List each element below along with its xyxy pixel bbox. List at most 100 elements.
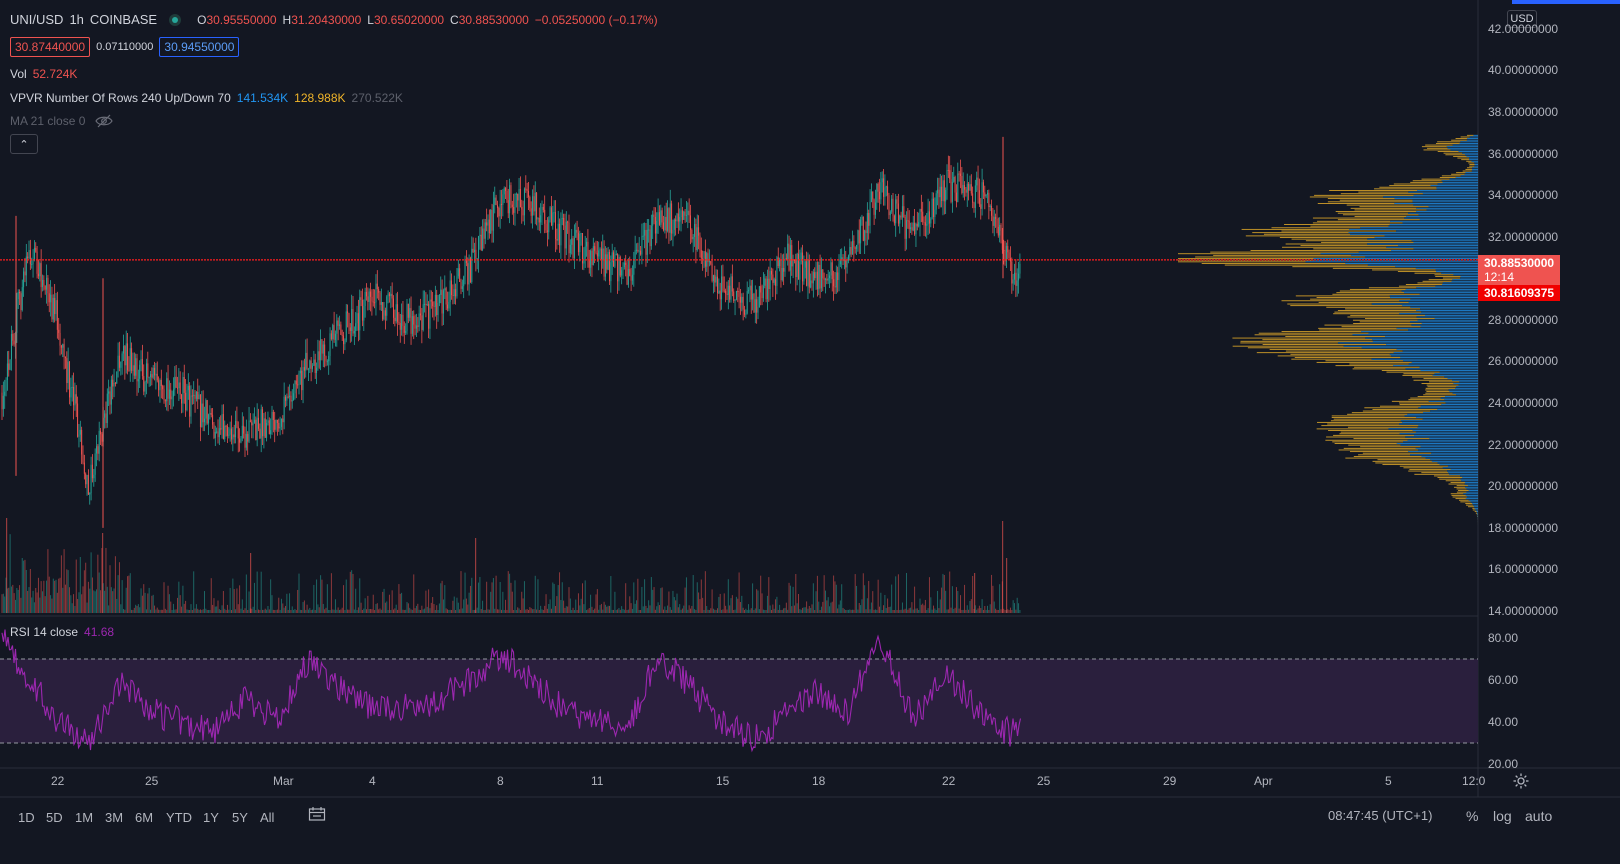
vpvr-row-down <box>1372 269 1436 271</box>
interval[interactable]: 1h <box>69 12 84 27</box>
volume-bar <box>461 608 463 613</box>
ma-legend[interactable]: MA 21 close 0 <box>10 114 114 128</box>
range-button-1d[interactable]: 1D <box>18 810 35 825</box>
range-button-all[interactable]: All <box>260 810 275 825</box>
range-button-6m[interactable]: 6M <box>135 810 154 825</box>
range-button-3m[interactable]: 3M <box>105 810 124 825</box>
volume-bar <box>877 579 879 613</box>
vpvr-total-value: 270.522K <box>351 91 403 105</box>
calendar-range-icon[interactable] <box>308 806 326 822</box>
vpvr-row-up <box>1391 250 1478 251</box>
log-scale-toggle[interactable]: log <box>1493 808 1512 824</box>
currency-button[interactable]: USD <box>1507 10 1537 28</box>
eye-crossed-icon[interactable] <box>95 114 114 128</box>
buy-price-button[interactable]: 30.94550000 <box>159 37 240 57</box>
volume-bar <box>33 602 35 613</box>
vpvr-row-up <box>1411 240 1478 242</box>
volume-bar <box>649 605 651 613</box>
vpvr-row-down <box>1468 162 1475 164</box>
volume-bar <box>621 606 623 613</box>
candle <box>729 277 731 303</box>
vpvr-row-up <box>1396 327 1478 329</box>
vpvr-row-down <box>1423 378 1448 380</box>
volume-bar <box>819 609 821 613</box>
volume-bar <box>116 598 118 613</box>
candle <box>170 382 172 410</box>
volume-bar <box>343 585 345 613</box>
candle <box>60 344 62 355</box>
volume-bar <box>313 584 315 613</box>
volume-bar <box>312 609 313 613</box>
candle <box>582 233 583 270</box>
volume-bar <box>529 607 531 613</box>
volume-bar <box>744 609 745 613</box>
range-button-5d[interactable]: 5D <box>46 810 63 825</box>
volume-bar <box>569 598 571 613</box>
volume-bar <box>702 597 704 613</box>
candle <box>194 390 196 413</box>
vpvr-row-up <box>1305 261 1478 263</box>
candle <box>738 282 740 309</box>
volume-bar <box>653 587 655 613</box>
vpvr-row-down <box>1456 491 1467 493</box>
range-button-1y[interactable]: 1Y <box>203 810 219 825</box>
volume-bar <box>194 608 196 613</box>
collapse-legend-button[interactable]: ⌃ <box>10 134 38 154</box>
vpvr-row-down <box>1350 314 1425 316</box>
vpvr-row-down <box>1359 206 1429 208</box>
candle <box>800 247 802 265</box>
candle <box>283 382 285 430</box>
volume-bar <box>858 602 860 613</box>
vpvr-row-down <box>1421 178 1450 180</box>
volume-bar <box>89 588 91 613</box>
vpvr-row-up <box>1400 444 1478 446</box>
candle <box>457 259 459 279</box>
volume-bar <box>889 606 891 613</box>
volume-bar <box>888 607 890 613</box>
volume-bar <box>746 609 748 613</box>
volume-bar <box>677 607 679 613</box>
volume-bar <box>830 602 832 613</box>
rsi-legend[interactable]: RSI 14 close 41.68 <box>10 625 114 639</box>
volume-bar <box>434 609 436 613</box>
volume-bar <box>930 597 932 613</box>
vpvr-row-down <box>1422 280 1452 282</box>
volume-bar <box>486 581 488 613</box>
volume-bar <box>8 587 10 613</box>
percent-scale-toggle[interactable]: % <box>1466 808 1479 824</box>
vpvr-row-up <box>1418 425 1478 427</box>
candle <box>947 155 949 178</box>
clock-timezone[interactable]: 08:47:45 (UTC+1) <box>1328 808 1433 823</box>
vpvr-row-up <box>1408 212 1478 214</box>
candle <box>135 353 137 380</box>
volume-legend[interactable]: Vol 52.724K <box>10 67 77 81</box>
vpvr-row-down <box>1336 292 1405 294</box>
sell-price-button[interactable]: 30.87440000 <box>10 37 91 57</box>
range-button-5y[interactable]: 5Y <box>232 810 248 825</box>
auto-scale-toggle[interactable]: auto <box>1525 808 1553 824</box>
volume-bar <box>299 609 301 613</box>
candle <box>96 434 97 467</box>
candle <box>934 197 936 224</box>
volume-bar <box>869 609 871 613</box>
candle <box>19 289 21 306</box>
range-button-ytd[interactable]: YTD <box>166 810 192 825</box>
candle <box>708 249 710 267</box>
candle <box>653 206 655 225</box>
vpvr-legend[interactable]: VPVR Number Of Rows 240 Up/Down 70 141.5… <box>10 91 403 105</box>
symbol-name[interactable]: UNI/USD <box>10 12 64 27</box>
candle <box>67 347 69 390</box>
vpvr-row-up <box>1386 344 1478 345</box>
candle <box>285 394 286 408</box>
range-button-1m[interactable]: 1M <box>75 810 94 825</box>
volume-bar <box>528 609 529 613</box>
vpvr-row-down <box>1334 311 1422 313</box>
candle <box>722 264 724 293</box>
volume-bar <box>757 590 759 613</box>
gear-icon[interactable] <box>1512 772 1530 790</box>
candle <box>303 358 305 379</box>
vpvr-row-down <box>1337 212 1409 214</box>
candle <box>267 411 269 426</box>
